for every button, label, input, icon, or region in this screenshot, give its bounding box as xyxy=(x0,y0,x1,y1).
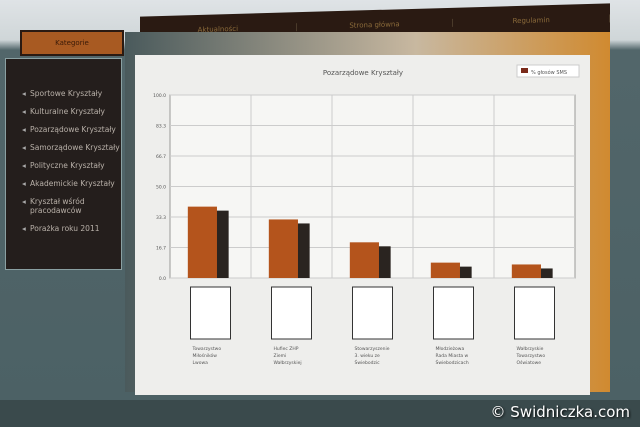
categories-tab[interactable]: Kategorie xyxy=(20,30,124,56)
sidebar: Sportowe Kryształy Kulturalne Kryształy … xyxy=(5,58,122,270)
sidebar-item[interactable]: Kryształ wśród pracodawców xyxy=(22,197,121,215)
category-label: Stowarzyszenie 3. wieku ze Świebodzic xyxy=(355,346,390,366)
y-tick-label: 33.3 xyxy=(156,215,166,221)
category-logo xyxy=(514,286,555,340)
sidebar-item[interactable]: Polityczne Kryształy xyxy=(22,161,121,170)
sidebar-item[interactable]: Samorządowe Kryształy xyxy=(22,143,121,152)
category-label: Wałbrzyskie Towarzystwo Oświatowe xyxy=(516,346,546,366)
category-logo xyxy=(190,286,231,340)
nav-strona-glowna[interactable]: Strona główna xyxy=(296,18,454,32)
bar xyxy=(187,206,217,278)
y-tick-label: 16.7 xyxy=(156,246,166,252)
bar xyxy=(268,219,298,278)
category-label: Towarzystwo Miłośników Lwowa xyxy=(192,346,222,366)
legend-box xyxy=(516,64,580,78)
y-tick-label: 0.0 xyxy=(159,276,166,282)
category-logo xyxy=(271,286,312,340)
bar xyxy=(349,242,379,278)
legend-swatch xyxy=(521,68,528,73)
y-tick-label: 66.7 xyxy=(156,154,166,160)
chart-area: Pozarządowe Kryształy % głosów SMS 0.0 16… xyxy=(135,55,590,395)
sidebar-item[interactable]: Porażka roku 2011 xyxy=(22,224,121,233)
sidebar-item[interactable]: Pozarządowe Kryształy xyxy=(22,125,121,134)
y-tick-label: 50.0 xyxy=(156,185,166,191)
sidebar-item[interactable]: Kulturalne Kryształy xyxy=(22,107,121,116)
y-tick-label: 83.3 xyxy=(156,124,166,130)
nav-regulamin[interactable]: Regulamin xyxy=(453,14,611,27)
sidebar-item[interactable]: Sportowe Kryształy xyxy=(22,89,121,98)
bar xyxy=(430,262,460,278)
category-logo xyxy=(433,286,474,340)
sidebar-item[interactable]: Akademickie Kryształy xyxy=(22,179,121,188)
legend-label: % głosów SMS xyxy=(531,69,567,76)
watermark: © Swidniczka.com xyxy=(490,403,630,421)
bar xyxy=(511,264,541,278)
chart-title: Pozarządowe Kryształy xyxy=(323,69,403,77)
y-tick-label: 100.0 xyxy=(153,93,166,99)
category-logo xyxy=(352,286,393,340)
bar-chart: Pozarządowe Kryształy % głosów SMS 0.0 16… xyxy=(153,64,580,366)
category-label: Hufiec ZHP Ziemi Wałbrzyskiej xyxy=(274,346,302,366)
category-label: Młodzieżowa Rada Miasta w Świebodzicach xyxy=(436,346,469,366)
